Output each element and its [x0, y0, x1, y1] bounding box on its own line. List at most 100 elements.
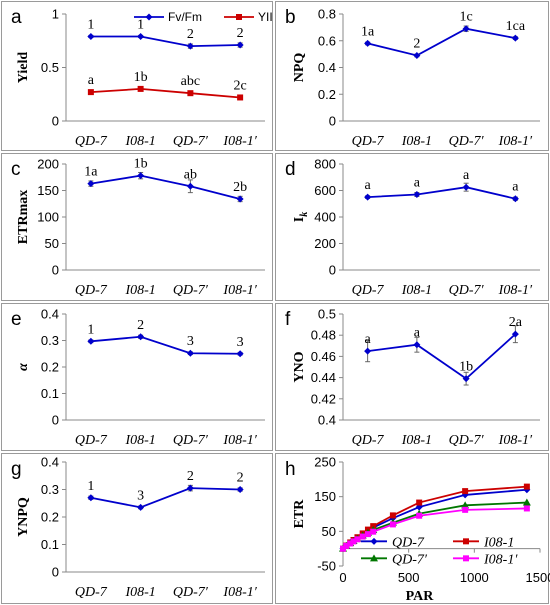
- chart-panel-g: g 0 0.1 0.2 0.3 0.4 YNPQ QD-7 I08-1 QD-7′ I08-1′ 1 3…: [1, 453, 273, 604]
- y-tick-label: -50: [317, 559, 336, 574]
- y-axis-label: YNPQ: [16, 497, 31, 537]
- data-point: [416, 499, 423, 506]
- data-point: [236, 486, 244, 493]
- panel-letter: e: [11, 309, 22, 330]
- data-label: 1: [87, 479, 94, 494]
- x-tick-label: I08-1: [124, 433, 155, 448]
- chart-panel-f: f 0.4 0.42 0.44 0.46 0.48 0.5 YNO QD-7 I08-1 QD-7′…: [275, 303, 549, 451]
- data-point: [364, 347, 372, 355]
- data-point: [137, 85, 144, 92]
- chart-panel-a: a 0 0.5 1 Yield QD-7 I08-1 QD-7′ I08-1′ 1 1 2 2 a 1b ab…: [1, 1, 273, 151]
- data-label: 1a: [361, 24, 375, 39]
- y-tick-label: 0.8: [318, 7, 336, 22]
- data-label: 2c: [234, 78, 247, 93]
- panel-border: [275, 453, 549, 604]
- legend-label: I08-1: [483, 535, 514, 550]
- data-label: 2: [237, 471, 244, 486]
- legend-marker: [236, 14, 242, 20]
- data-label: ab: [184, 167, 197, 182]
- x-tick-label: 0: [339, 570, 346, 585]
- panel-border: [1, 1, 273, 151]
- y-axis-label-main: I: [292, 217, 307, 222]
- y-tick-label: 0.1: [41, 386, 59, 401]
- x-tick-label: I08-1′: [222, 283, 257, 298]
- data-point: [461, 501, 470, 509]
- x-tick-label: QD-7′: [449, 283, 485, 298]
- data-point: [186, 484, 194, 492]
- data-label: a: [512, 180, 519, 195]
- series-line: [367, 27, 516, 57]
- panel-letter: f: [285, 309, 291, 330]
- chart-panel-h: h -50 50 150 250 ETR 0 500 1000 1500 PAR QD-7 I08-1 Q…: [275, 453, 550, 604]
- x-tick-label: QD-7′: [173, 433, 209, 448]
- y-tick-label: 0: [52, 114, 59, 129]
- y-tick-label: 0.48: [311, 328, 336, 343]
- y-tick-label: 0.44: [311, 370, 336, 385]
- y-axis-label-sub: k: [299, 212, 310, 217]
- data-label: 1ca: [506, 19, 526, 34]
- data-point: [236, 41, 244, 49]
- panel-letter: a: [11, 7, 22, 28]
- x-tick-label: I08-1′: [498, 433, 533, 448]
- data-label: 3: [137, 488, 144, 503]
- y-axis-label: ETRmax: [16, 190, 31, 244]
- data-point: [416, 512, 423, 519]
- x-tick-label: QD-7′: [173, 283, 209, 298]
- y-tick-label: 600: [314, 183, 336, 198]
- data-label: 3: [187, 334, 194, 349]
- data-point: [186, 349, 194, 357]
- x-tick-label: 1000: [460, 570, 489, 585]
- data-label: a: [88, 73, 95, 88]
- x-tick-label: 500: [398, 570, 420, 585]
- data-point: [137, 333, 145, 341]
- y-tick-label: 0: [52, 565, 59, 580]
- y-tick-label: 1: [52, 7, 59, 22]
- data-point: [364, 531, 371, 538]
- data-point: [413, 341, 421, 349]
- y-axis-label: ETR: [292, 499, 307, 529]
- legend-label: I08-1′: [483, 552, 518, 567]
- data-point: [87, 494, 95, 502]
- legend-marker: [370, 537, 378, 545]
- data-label: a: [414, 326, 421, 341]
- data-point: [87, 180, 95, 188]
- data-point: [186, 42, 194, 50]
- data-point: [137, 32, 145, 40]
- y-tick-label: 50: [322, 524, 336, 539]
- data-label: 3: [237, 335, 244, 350]
- y-tick-label: 100: [37, 210, 59, 225]
- data-point: [364, 193, 372, 201]
- data-point: [350, 538, 357, 545]
- data-point: [523, 505, 530, 512]
- data-label: 1: [87, 322, 94, 337]
- data-point: [343, 542, 350, 549]
- series-line: [90, 335, 241, 355]
- series-line: [367, 333, 516, 380]
- data-point: [347, 540, 354, 547]
- y-tick-label: 800: [314, 157, 336, 172]
- data-point: [186, 182, 194, 190]
- series-line: [90, 174, 241, 200]
- data-point: [87, 89, 94, 96]
- data-point: [370, 528, 377, 535]
- x-tick-label: I08-1′: [498, 283, 533, 298]
- data-point: [462, 488, 469, 495]
- panel-letter: c: [11, 159, 21, 180]
- x-tick-label: QD-7′: [449, 433, 485, 448]
- y-tick-label: 200: [37, 157, 59, 172]
- data-label: 1c: [460, 10, 473, 25]
- data-label: a: [365, 332, 372, 347]
- x-tick-label: QD-7: [352, 134, 385, 149]
- x-tick-label: I08-1: [401, 134, 432, 149]
- data-label: 2: [413, 36, 420, 51]
- x-tick-label: QD-7′: [173, 585, 209, 600]
- data-point: [340, 545, 346, 552]
- y-tick-label: 150: [37, 183, 59, 198]
- data-point: [462, 183, 470, 191]
- panel-border: [275, 1, 549, 151]
- x-tick-label: I08-1′: [222, 433, 257, 448]
- chart-panel-b: b 0 0.2 0.4 0.6 0.8 NPQ QD-7 I08-1 QD-7′ I08-1′ 1a 2…: [275, 1, 549, 151]
- y-tick-label: 0.2: [318, 87, 336, 102]
- panel-border: [275, 153, 549, 301]
- data-point: [87, 337, 95, 345]
